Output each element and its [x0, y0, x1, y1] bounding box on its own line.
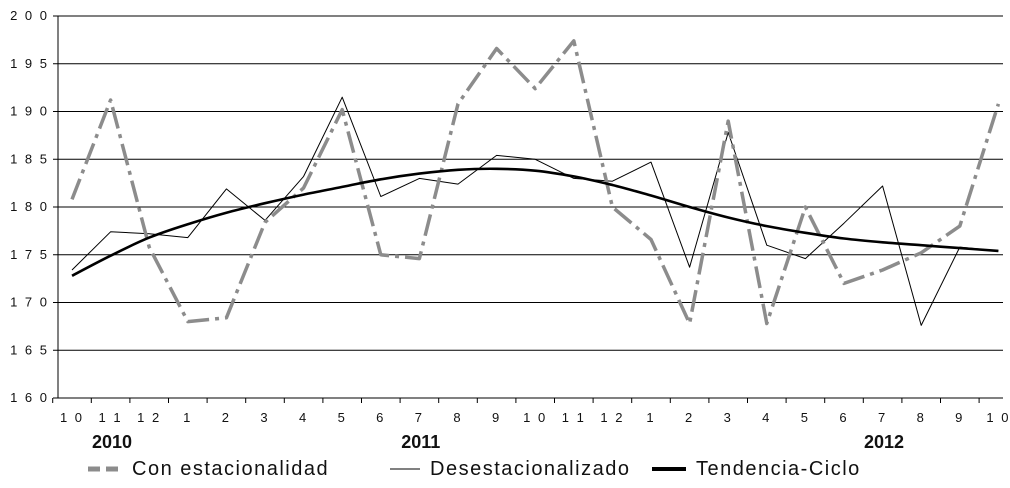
x-tick-label: 1 0	[986, 410, 1010, 425]
x-tick-label: 1 1	[99, 410, 123, 425]
y-tick-label: 2 0 0	[10, 8, 49, 23]
year-label: 2012	[864, 432, 904, 452]
y-tick-label: 1 7 0	[10, 295, 49, 310]
x-tick-label: 4	[299, 410, 308, 425]
legend-label-desestacionalizado: Desestacionalizado	[430, 458, 630, 480]
y-tick-label: 1 9 0	[10, 104, 49, 119]
y-tick-label: 1 6 0	[10, 390, 49, 405]
x-tick-label: 6	[376, 410, 385, 425]
x-tick-label: 7	[878, 410, 887, 425]
x-tick-label: 3	[724, 410, 733, 425]
series-line-desestacionalizado	[71, 96, 999, 326]
x-tick-label: 1	[646, 410, 655, 425]
x-tick-label: 1 2	[600, 410, 624, 425]
x-tick-label: 8	[917, 410, 926, 425]
x-tick-label: 1 2	[137, 410, 161, 425]
x-tick-label: 5	[801, 410, 810, 425]
year-label: 2010	[92, 432, 132, 452]
legend: Con estacionalidad Desestacionalizado Tend…	[88, 458, 861, 480]
x-tick-label: 6	[839, 410, 848, 425]
x-tick-label: 1	[183, 410, 192, 425]
y-tick-label: 1 6 5	[10, 342, 49, 357]
x-tick-label: 8	[453, 410, 462, 425]
x-tick-label: 9	[492, 410, 501, 425]
x-tick-label: 2	[222, 410, 231, 425]
x-tick-label: 1 0	[60, 410, 84, 425]
x-tick-label: 5	[338, 410, 347, 425]
axes	[52, 15, 980, 403]
x-tick-label: 1 0	[523, 410, 547, 425]
y-tick-label: 1 9 5	[10, 56, 49, 71]
year-label: 2011	[401, 432, 440, 452]
legend-label-tendencia-ciclo: Tendencia-Ciclo	[696, 458, 861, 480]
x-tick-label: 4	[762, 410, 771, 425]
legend-label-con-estacionalidad: Con estacionalidad	[132, 458, 329, 480]
x-tick-label: 2	[685, 410, 694, 425]
series-line-tendencia-ciclo	[71, 167, 999, 277]
tick-labels: 1 6 0 1 6 5 1 7 0 1 7 5 1 8 0 1 8 5 1 9 0 1 9 5…	[10, 8, 1010, 452]
y-tick-label: 1 8 0	[10, 199, 49, 214]
x-tick-label: 9	[955, 410, 964, 425]
x-tick-label: 1 1	[562, 410, 586, 425]
series-lines	[70, 39, 1001, 326]
y-tick-label: 1 8 5	[10, 151, 49, 166]
x-tick-label: 7	[415, 410, 424, 425]
y-tick-label: 1 7 5	[10, 247, 49, 262]
x-tick-label: 3	[260, 410, 269, 425]
series-line-con-estacionalidad	[70, 39, 1001, 326]
